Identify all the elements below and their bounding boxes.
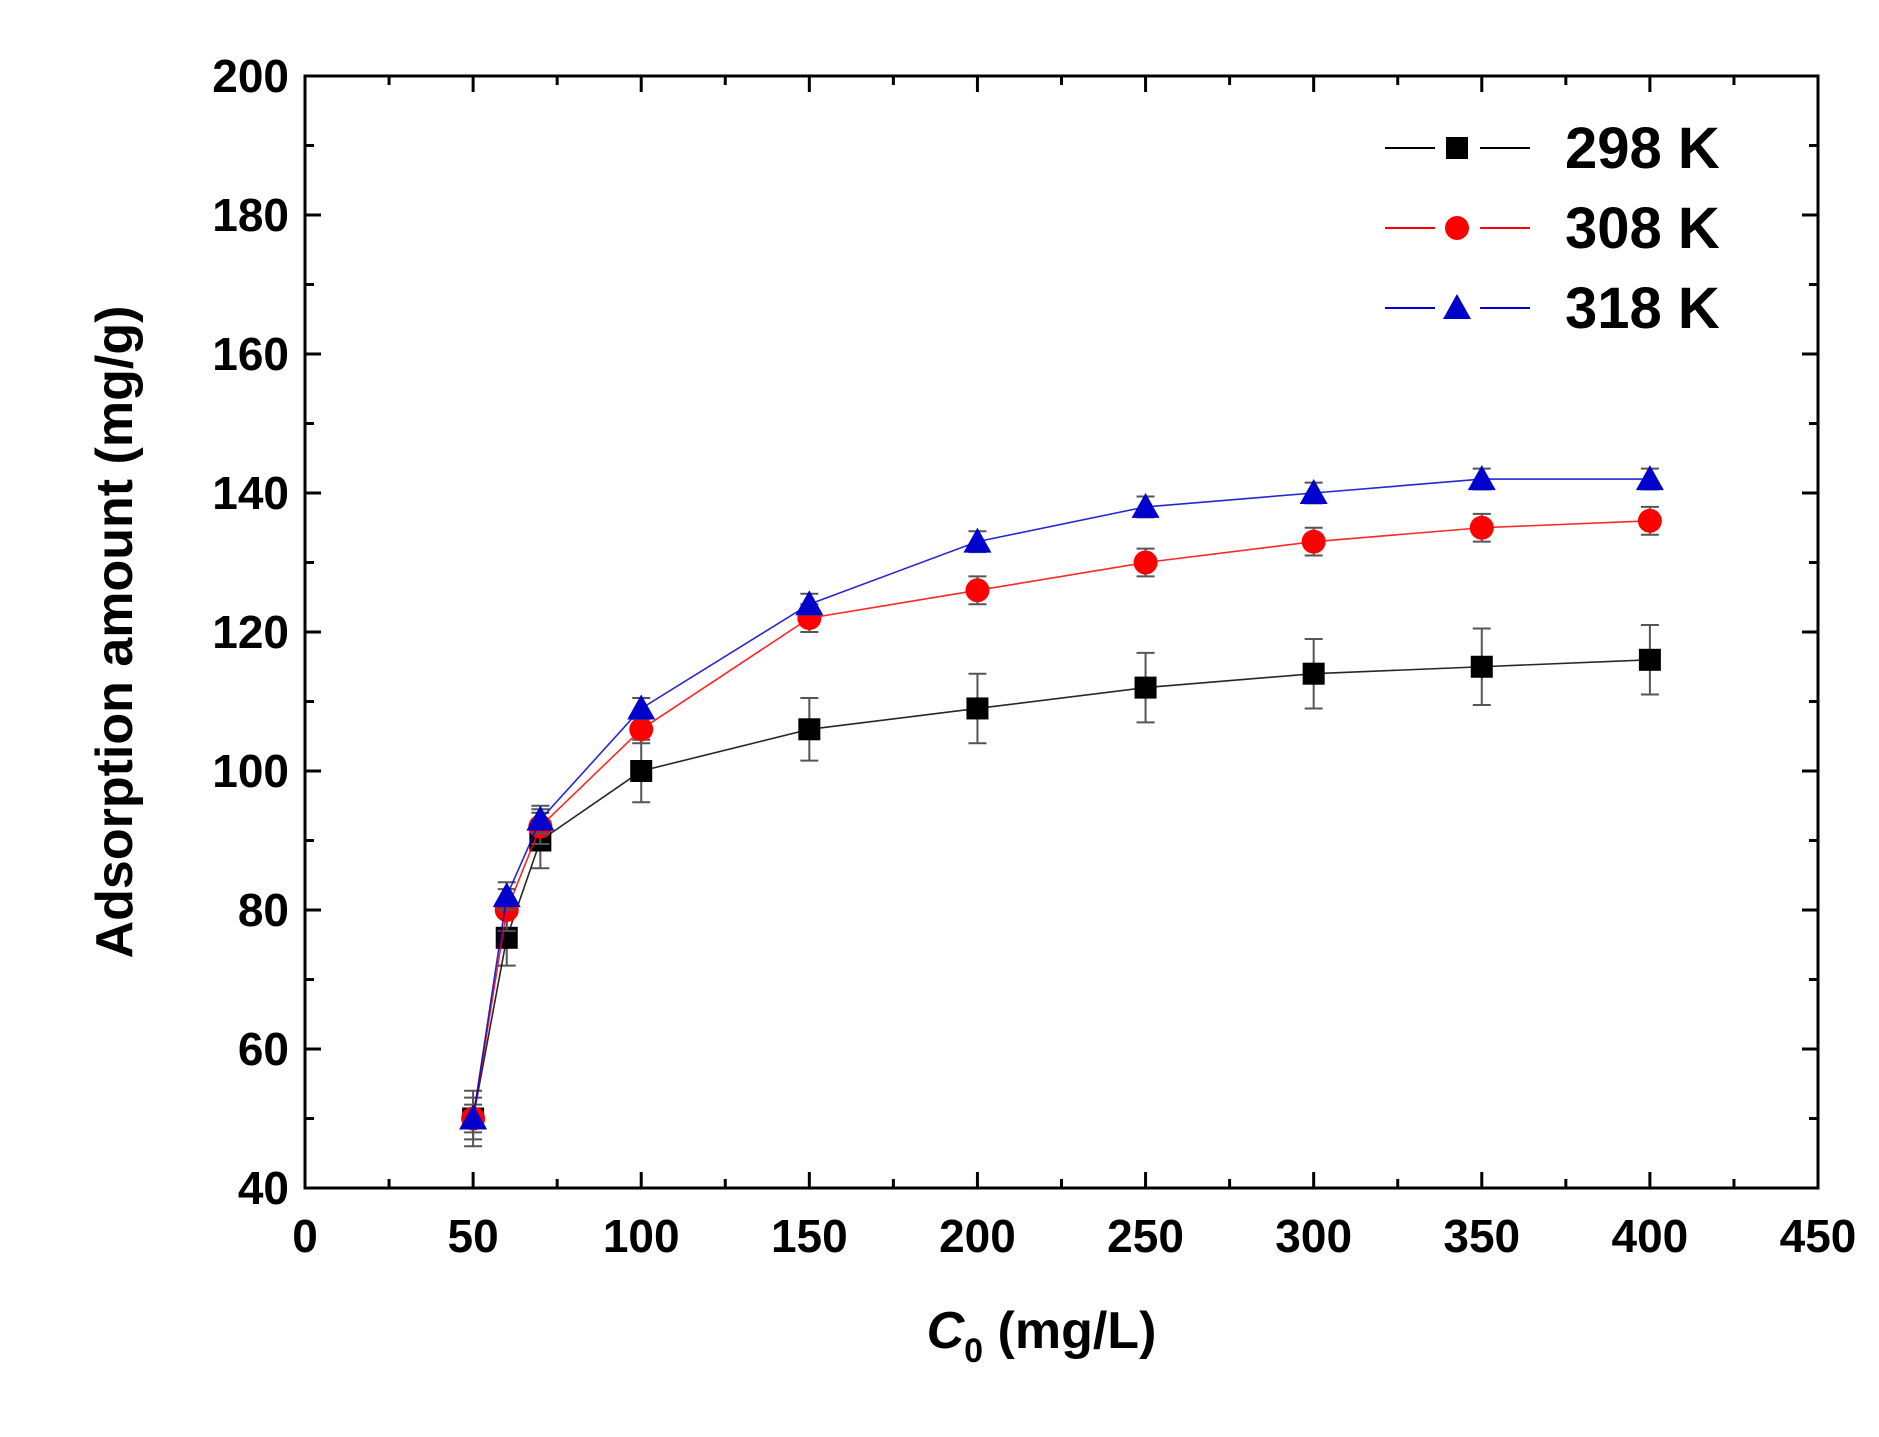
data-point	[526, 805, 555, 831]
y-axis-title: Adsorption amount (mg/g)	[86, 306, 144, 959]
series-layer	[459, 465, 1664, 1148]
data-point	[966, 697, 989, 720]
data-point	[1635, 465, 1664, 491]
y-tick-label: 60	[238, 1023, 289, 1075]
series-triangle	[459, 465, 1664, 1134]
x-tick-label: 50	[448, 1210, 499, 1262]
data-point	[627, 694, 656, 720]
x-axis-title-unit: (mg/L)	[983, 1302, 1156, 1360]
data-point	[1131, 492, 1160, 518]
data-point	[798, 718, 821, 741]
x-tick-label: 0	[292, 1210, 318, 1262]
data-point	[963, 527, 992, 553]
series-line	[472, 659, 1650, 1119]
x-axis-title-main: C	[927, 1302, 966, 1360]
data-point	[1299, 479, 1328, 504]
y-tick-label: 40	[238, 1162, 289, 1214]
y-tick-label: 100	[212, 745, 289, 797]
data-point	[629, 717, 654, 742]
x-axis-title: C0 (mg/L)	[927, 1302, 1157, 1370]
data-point	[1134, 676, 1157, 699]
axis-titles: Adsorption amount (mg/g) C0 (mg/L)	[86, 306, 1156, 1370]
legend: 298 K 308 K 318 K	[1385, 116, 1720, 341]
axes: 0 50 100 150 200 250 300 350 400 450 40 60 80 100 120 1…	[212, 50, 1856, 1262]
legend-marker	[1446, 137, 1468, 159]
y-tick-label: 80	[238, 884, 289, 936]
data-point	[965, 578, 990, 603]
legend-marker	[1443, 294, 1471, 319]
data-point	[1469, 515, 1494, 540]
data-point	[1133, 550, 1158, 575]
x-tick-label: 250	[1107, 1210, 1184, 1262]
x-tick-label: 100	[603, 1210, 680, 1262]
y-tick-label: 140	[212, 467, 289, 519]
data-point	[795, 590, 824, 616]
x-tick-label: 350	[1443, 1210, 1520, 1262]
legend-label: 318 K	[1565, 276, 1720, 341]
series-line	[472, 520, 1650, 1119]
legend-label: 308 K	[1565, 196, 1720, 261]
data-point	[492, 882, 521, 908]
data-point	[630, 760, 653, 782]
data-point	[1467, 465, 1496, 491]
y-tick-label: 200	[212, 50, 289, 102]
x-tick-label: 450	[1780, 1210, 1857, 1262]
data-point	[1638, 648, 1661, 671]
x-tick-label: 300	[1275, 1210, 1352, 1262]
x-axis-title-subscript: 0	[964, 1332, 983, 1370]
x-tick-label: 200	[939, 1210, 1016, 1262]
legend-label: 298 K	[1565, 116, 1720, 181]
series-line	[472, 478, 1650, 1119]
y-tick-label: 180	[212, 189, 289, 241]
legend-marker	[1445, 216, 1469, 240]
x-tick-label: 400	[1612, 1210, 1689, 1262]
data-point	[1470, 655, 1493, 678]
y-tick-label: 160	[212, 328, 289, 380]
y-tick-label: 120	[212, 606, 289, 658]
series-circle	[461, 505, 1662, 1141]
x-tick-label: 150	[771, 1210, 848, 1262]
data-point	[1302, 662, 1325, 685]
data-point	[1301, 529, 1326, 554]
data-point	[1637, 508, 1662, 533]
data-point	[459, 1104, 488, 1130]
